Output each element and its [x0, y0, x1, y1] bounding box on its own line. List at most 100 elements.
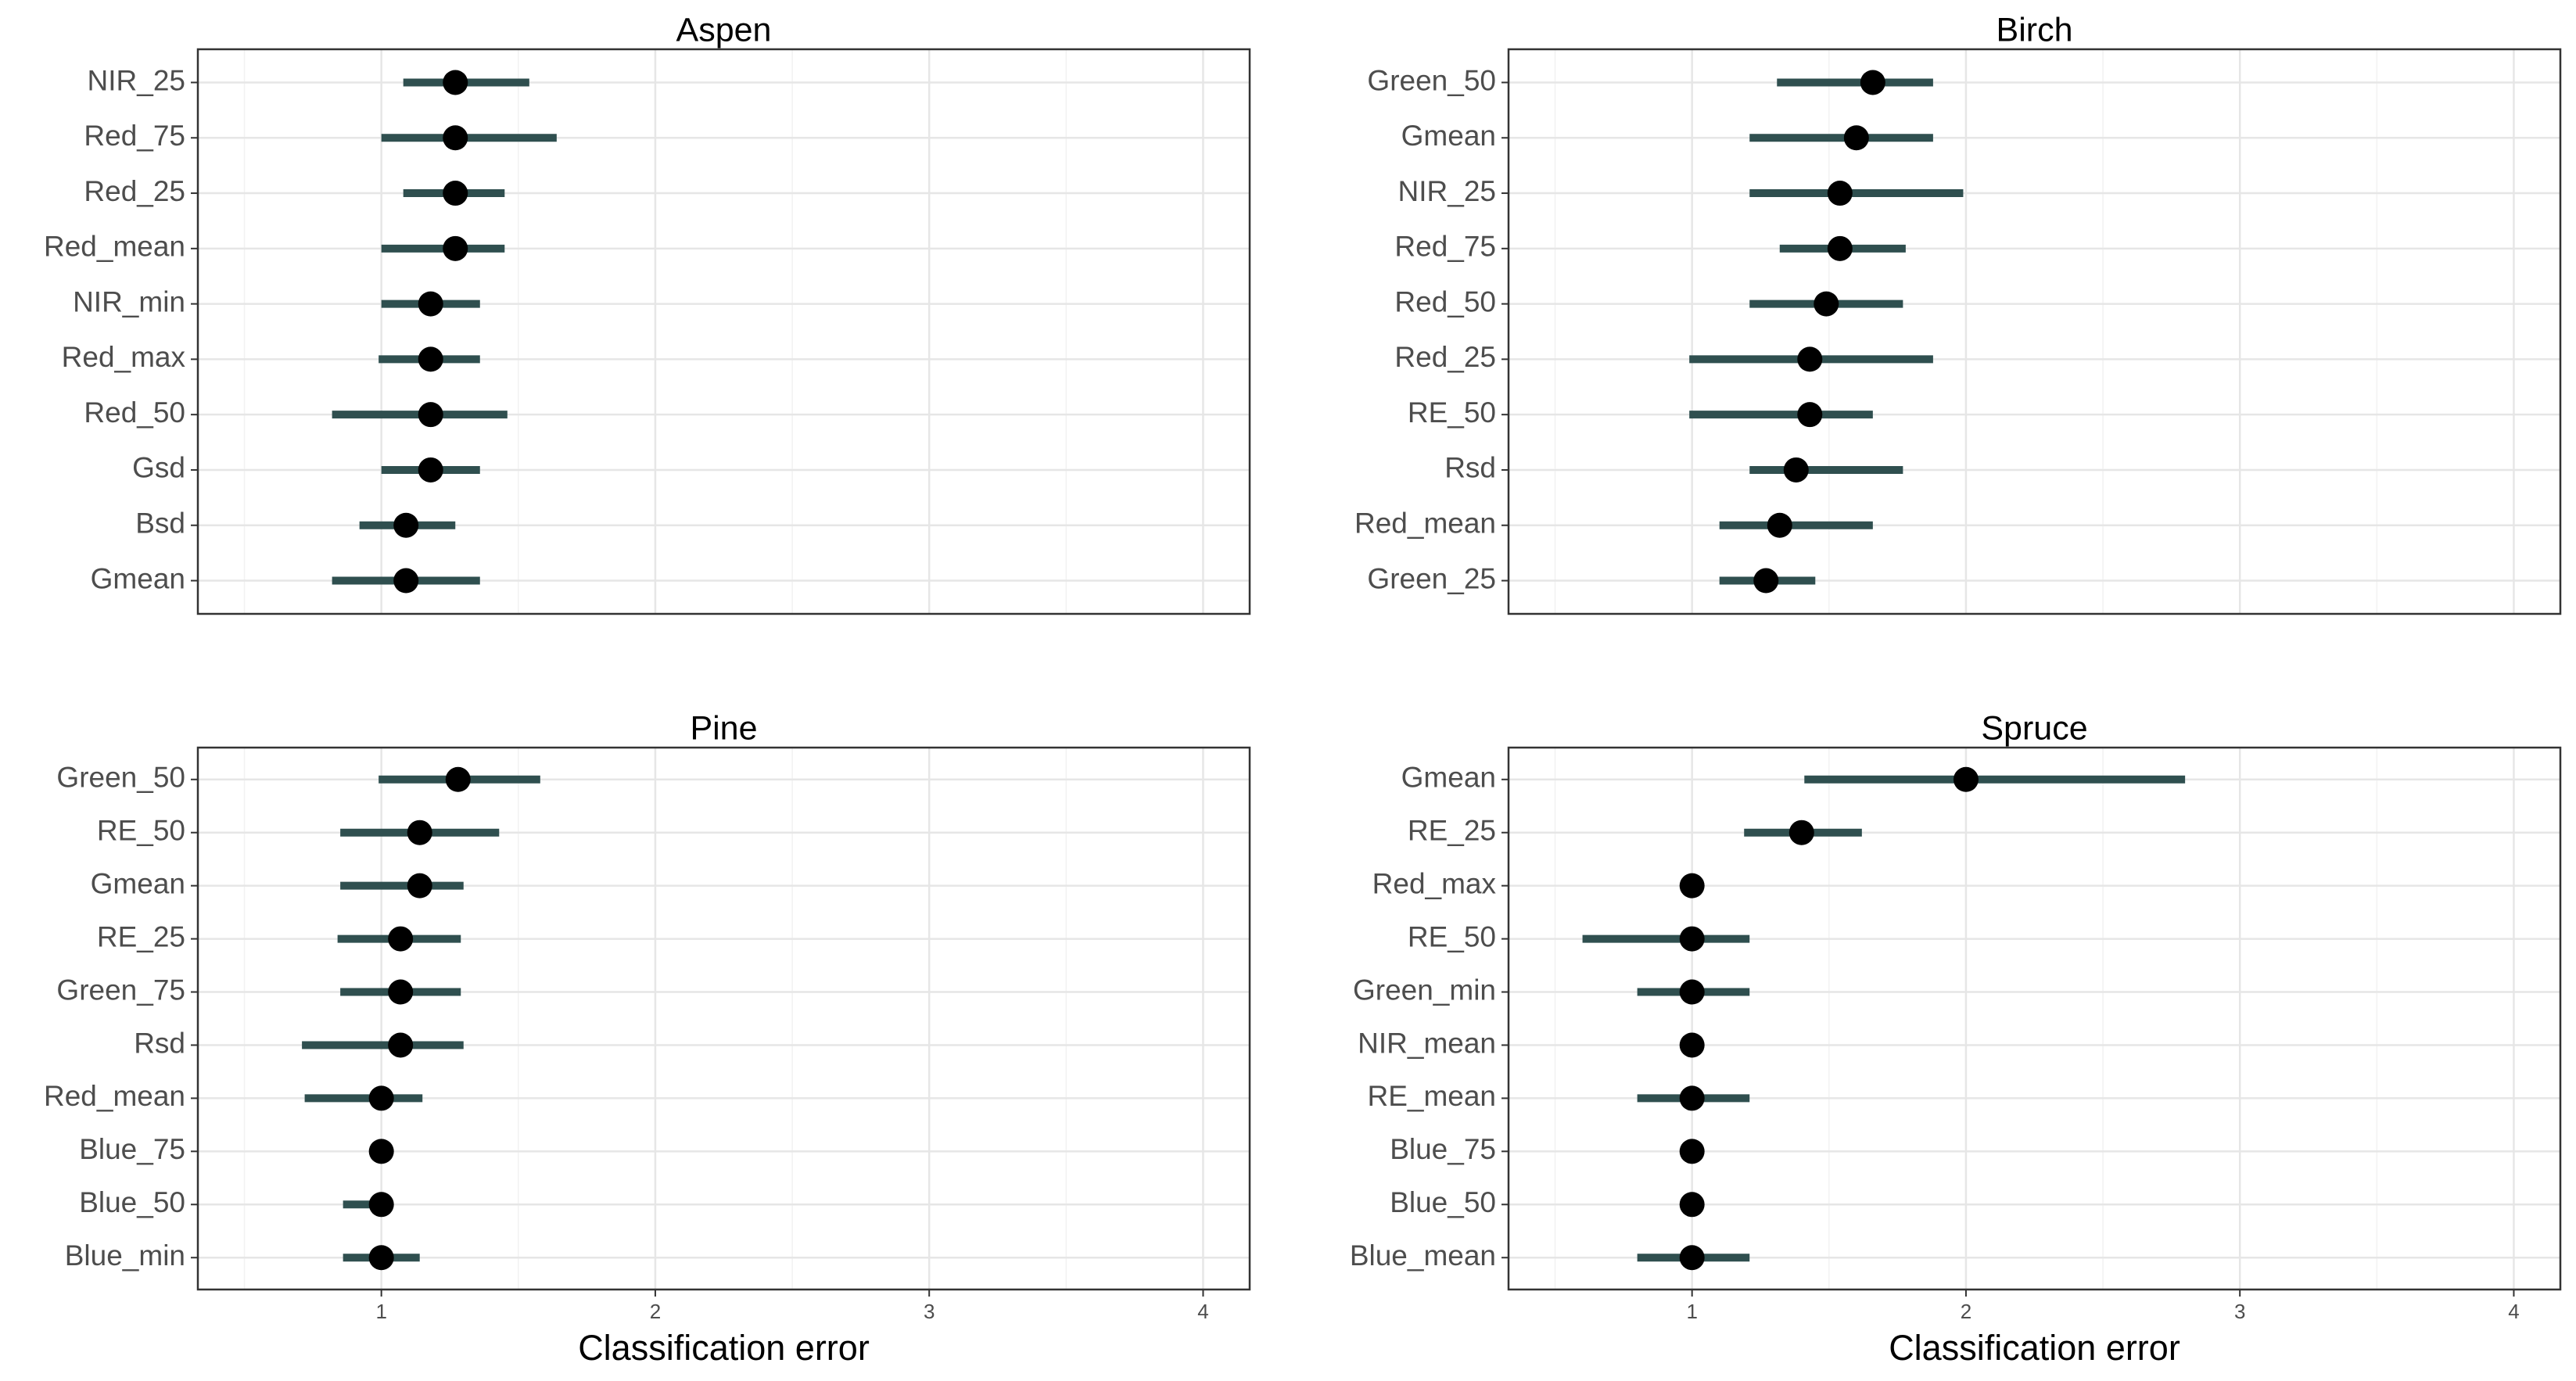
x-axis-label: Classification error — [578, 1328, 870, 1368]
y-tick-label: RE_50 — [1408, 396, 1496, 429]
panel-border — [196, 746, 1251, 1291]
x-tick-label: 4 — [2508, 1300, 2519, 1323]
y-tick-label: Red_25 — [1394, 341, 1496, 373]
y-tick-label: Red_50 — [84, 396, 185, 429]
point — [443, 235, 468, 261]
point — [1788, 820, 1814, 845]
y-tick-label: Red_75 — [1394, 231, 1496, 263]
point — [1797, 402, 1823, 428]
y-tick-label: Blue_min — [65, 1239, 185, 1272]
y-tick-label: Red_max — [1372, 867, 1497, 899]
y-tick-label: RE_50 — [1408, 920, 1496, 952]
point — [418, 457, 443, 482]
panel-border — [1507, 746, 2562, 1291]
x-tick-label: 3 — [2234, 1300, 2245, 1323]
x-tick-label: 4 — [1197, 1300, 1208, 1323]
point — [1783, 457, 1809, 482]
point — [368, 1085, 394, 1111]
panel-title: Aspen — [676, 11, 772, 48]
y-tick-label: Rsd — [1444, 452, 1496, 484]
x-axis-label: Classification error — [1889, 1328, 2180, 1368]
point — [443, 181, 468, 206]
point — [368, 1192, 394, 1218]
y-tick-label: Green_min — [1353, 974, 1496, 1006]
point — [368, 1245, 394, 1271]
y-tick-label: Gsd — [132, 452, 185, 484]
y-tick-label: Gmean — [91, 562, 185, 594]
point — [388, 1032, 414, 1058]
y-tick-label: Gmean — [91, 867, 185, 899]
point — [1679, 1139, 1705, 1164]
point — [1679, 979, 1705, 1005]
panel-title: Pine — [690, 709, 757, 747]
point — [418, 402, 443, 428]
y-tick-label: Red_mean — [44, 231, 185, 263]
panel-background — [198, 49, 1250, 614]
x-tick-label: 1 — [375, 1300, 386, 1323]
panel-background — [1509, 49, 2560, 614]
point — [443, 125, 468, 151]
y-tick-label: RE_25 — [1408, 814, 1496, 846]
point — [1843, 125, 1869, 151]
point — [418, 291, 443, 317]
y-tick-label: Red_25 — [84, 175, 185, 207]
y-tick-label: Blue_50 — [1390, 1186, 1496, 1218]
point — [388, 979, 414, 1005]
panel-background — [1509, 748, 2560, 1290]
y-tick-label: RE_mean — [1367, 1080, 1496, 1112]
y-tick-label: RE_25 — [97, 920, 185, 952]
point — [1797, 346, 1823, 372]
point — [418, 346, 443, 372]
point — [1679, 1192, 1705, 1218]
point — [393, 568, 419, 594]
y-tick-label: Rsd — [134, 1027, 185, 1059]
panel-title: Spruce — [1981, 709, 2087, 747]
point — [1767, 512, 1792, 538]
y-tick-label: Blue_75 — [1390, 1133, 1496, 1165]
point — [407, 873, 432, 899]
point — [1953, 766, 1979, 792]
point — [1753, 568, 1779, 594]
y-tick-label: Gmean — [1401, 120, 1496, 152]
point — [1679, 873, 1705, 899]
panel-title: Birch — [1997, 11, 2073, 48]
point — [1679, 1032, 1705, 1058]
y-tick-label: NIR_min — [73, 285, 185, 317]
x-tick-label: 1 — [1686, 1300, 1697, 1323]
point — [368, 1139, 394, 1164]
point — [445, 766, 471, 792]
y-tick-label: Green_50 — [1367, 64, 1496, 96]
point — [1860, 70, 1885, 95]
x-tick-label: 2 — [1961, 1300, 1971, 1323]
point — [393, 512, 419, 538]
x-tick-label: 2 — [650, 1300, 661, 1323]
panel-border — [1507, 48, 2562, 615]
y-tick-label: NIR_25 — [1398, 175, 1496, 207]
y-tick-label: Gmean — [1401, 762, 1496, 794]
y-tick-label: Blue_75 — [79, 1133, 185, 1165]
y-tick-label: NIR_25 — [88, 64, 185, 96]
y-tick-label: NIR_mean — [1358, 1027, 1496, 1059]
point — [388, 926, 414, 952]
y-tick-label: Bsd — [135, 508, 185, 540]
y-tick-label: Red_mean — [1354, 508, 1496, 540]
y-tick-label: Red_75 — [84, 120, 185, 152]
y-tick-label: Red_max — [62, 341, 186, 373]
y-tick-label: Red_50 — [1394, 285, 1496, 317]
y-tick-label: Green_75 — [56, 974, 185, 1006]
y-tick-label: Green_25 — [1367, 562, 1496, 594]
y-tick-label: Blue_50 — [79, 1186, 185, 1218]
point — [1679, 1085, 1705, 1111]
point — [407, 820, 432, 845]
point — [1679, 1245, 1705, 1271]
y-tick-label: RE_50 — [97, 814, 185, 846]
y-tick-label: Red_mean — [44, 1080, 185, 1112]
point — [1827, 181, 1853, 206]
x-tick-label: 3 — [924, 1300, 935, 1323]
y-tick-label: Blue_mean — [1350, 1239, 1496, 1272]
y-tick-label: Green_50 — [56, 762, 185, 794]
point — [1679, 926, 1705, 952]
panel-border — [196, 48, 1251, 615]
point — [443, 70, 468, 95]
